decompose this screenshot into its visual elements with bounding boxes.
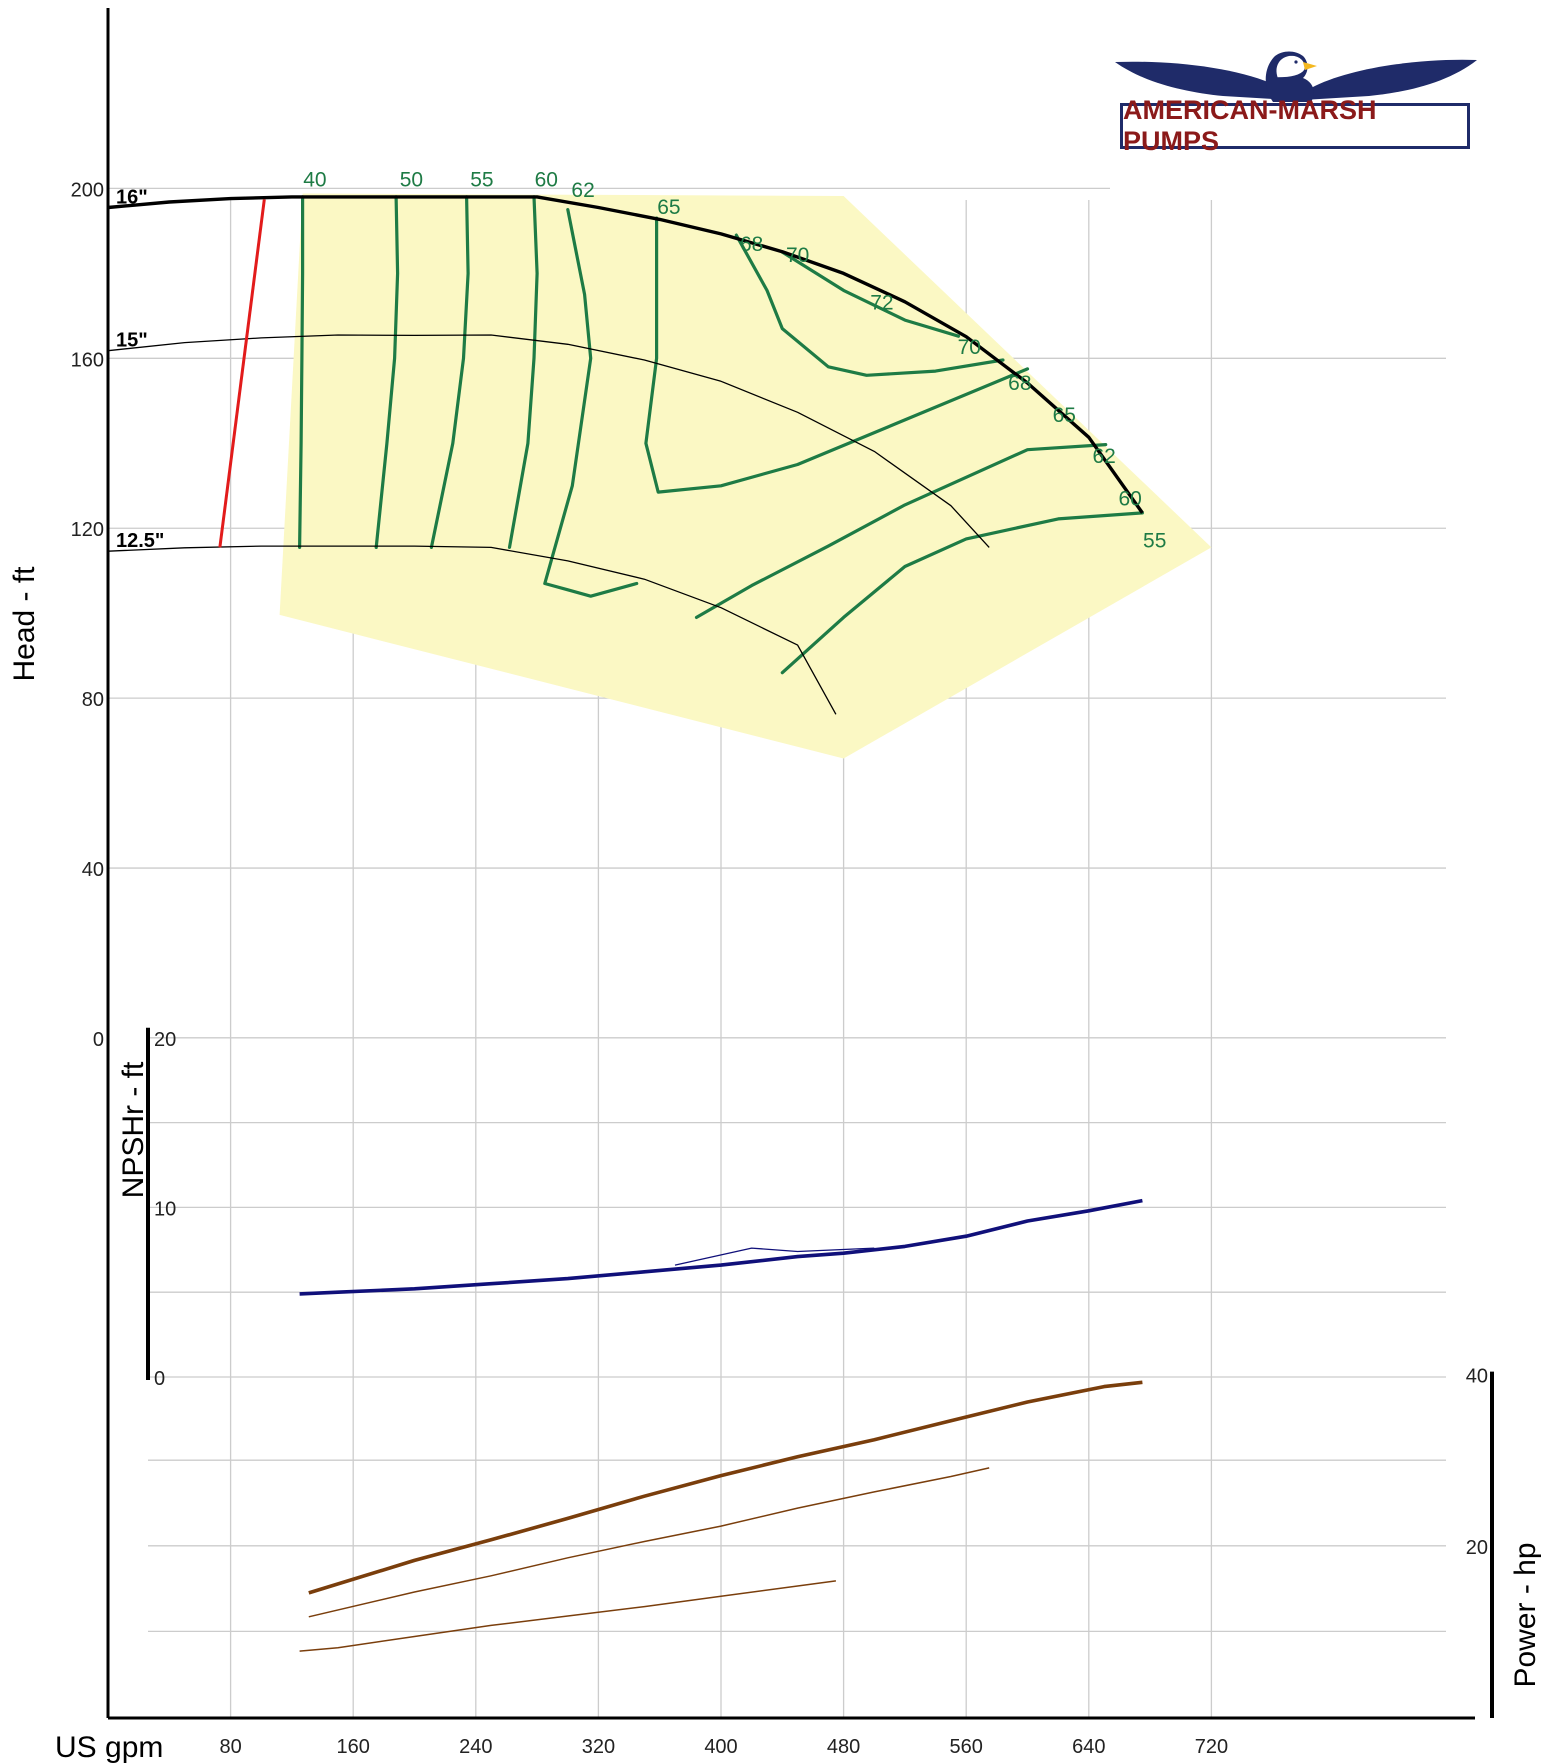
operating-region [279,193,1212,759]
efficiency-label: 65 [657,196,680,219]
axes [106,8,1494,1720]
eagle-wings-icon [1115,51,1477,102]
head-tick-label: 200 [71,179,104,201]
efficiency-contour [780,511,1144,675]
efficiency-contour [694,443,1108,619]
efficiency-contour [734,233,1005,377]
efficiency-label: 72 [870,291,893,314]
efficiency-label: 55 [1143,529,1166,552]
x-tick-label: 160 [337,1736,370,1758]
operating-region-polygon [279,193,1212,759]
efficiency-label: 62 [1092,445,1115,468]
efficiency-contour [543,208,639,598]
impeller-diameter-label: 16" [116,187,148,209]
logo-text: AMERICAN-MARSH PUMPS [1120,95,1470,156]
x-tick-label: 240 [459,1736,492,1758]
head-tick-label: 80 [82,689,104,711]
efficiency-label: 68 [1008,372,1031,395]
x-tick-label: 640 [1072,1736,1105,1758]
efficiency-label: 62 [571,179,594,202]
company-logo: AMERICAN-MARSH PUMPS [1113,48,1479,156]
x-tick-label: 480 [827,1736,860,1758]
efficiency-label: 60 [535,168,558,191]
power-axis-title: Power - hp [1509,1542,1542,1687]
head-tick-label: 120 [71,519,104,541]
x-tick-label: 320 [582,1736,615,1758]
x-tick-label: 80 [219,1736,241,1758]
head-curve [107,195,1144,514]
npshr-tick-label: 10 [154,1198,176,1220]
performance-curves [107,195,1144,1652]
x-tick-label: 560 [950,1736,983,1758]
impeller-diameter-label: 15" [116,330,148,352]
power-curve [299,1580,836,1652]
efficiency-contour [298,195,305,549]
head-axis-title: Head - ft [8,566,41,682]
efficiency-contour [644,216,1030,494]
head-tick-label: 160 [71,349,104,371]
head-curve [107,545,837,715]
efficiency-contour [780,250,961,338]
npshr-tick-label: 0 [154,1368,165,1390]
x-tick-label: 400 [704,1736,737,1758]
npshr-axis-title: NPSHr - ft [117,1061,150,1198]
npshr-tick-label: 20 [154,1029,176,1051]
efficiency-label: 60 [1118,488,1141,511]
head-curve [107,334,990,548]
efficiency-label: 50 [400,168,423,191]
power-tick-label: 20 [1466,1537,1488,1559]
efficiency-label: 70 [786,244,809,267]
x-tick-label: 720 [1195,1736,1228,1758]
chart-labels: 80 160 240 320 400 480 560 640 72004080120160200… [8,168,1542,1764]
x-axis-title: US gpm [55,1731,163,1764]
min-diameter-line [218,199,266,548]
efficiency-label: 65 [1053,404,1076,427]
npshr-curve [299,1198,1143,1296]
impeller-diameter-label: 12.5" [116,530,164,552]
efficiency-label: 68 [740,233,763,256]
efficiency-label: 55 [470,168,493,191]
efficiency-label: 40 [303,168,326,191]
power-curve [308,1467,990,1618]
head-tick-label: 0 [93,1029,104,1051]
efficiency-contour [429,195,470,549]
efficiency-label: 70 [958,336,981,359]
npshr-curve [674,1247,875,1266]
power-curve [308,1380,1143,1595]
power-tick-label: 40 [1466,1366,1488,1388]
efficiency-contour [507,195,539,549]
head-tick-label: 40 [82,859,104,881]
efficiency-contour [374,195,400,549]
